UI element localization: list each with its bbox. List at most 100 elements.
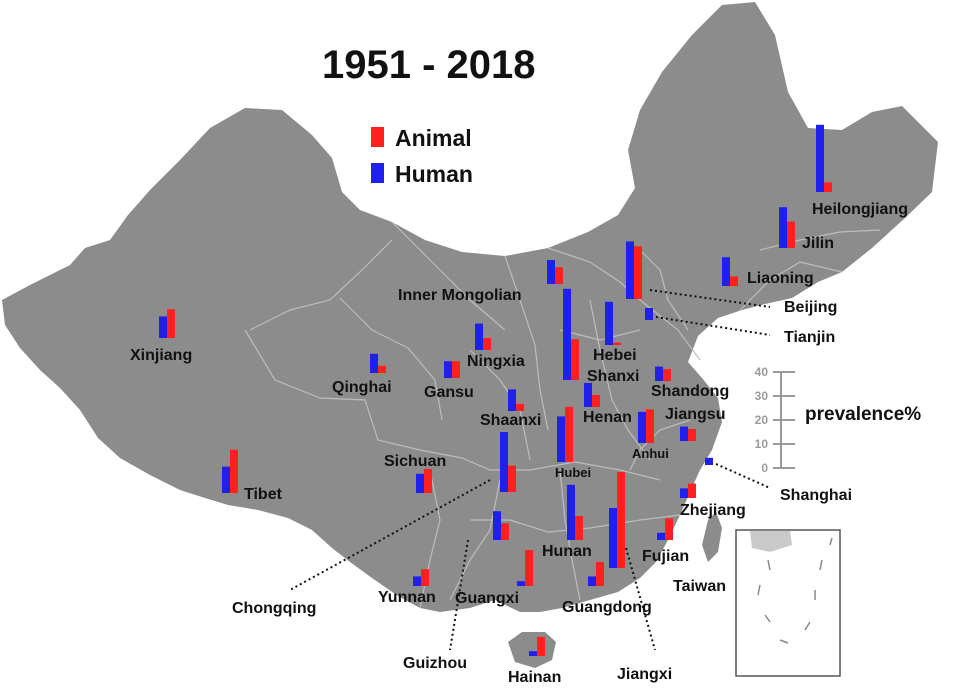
bar-group-qinghai — [370, 353, 386, 373]
bar-human-guangxi — [517, 581, 525, 586]
legend-human-label: Human — [395, 161, 473, 187]
province-label-tianjin: Tianjin — [784, 329, 835, 346]
bar-animal-gansu — [452, 361, 460, 378]
scale-label: prevalence% — [805, 404, 921, 425]
bar-human-xinjiang — [159, 316, 167, 338]
province-label-inner-mongolian: Inner Mongolian — [398, 287, 522, 304]
province-label-jilin: Jilin — [802, 235, 834, 252]
province-label-shaanxi: Shaanxi — [480, 412, 541, 429]
bar-animal-chongqing — [508, 465, 516, 492]
bar-group-heilongjiang — [816, 124, 832, 192]
province-label-jiangsu: Jiangsu — [665, 406, 725, 423]
bar-group-xinjiang — [159, 309, 175, 338]
legend-human-swatch — [371, 163, 384, 183]
province-label-anhui: Anhui — [632, 446, 669, 461]
bar-animal-beijing — [634, 246, 642, 299]
bar-animal-shaanxi — [516, 403, 524, 411]
bar-animal-shanxi — [571, 339, 579, 380]
province-label-beijing: Beijing — [784, 299, 837, 316]
bar-animal-sichuan — [424, 469, 432, 493]
legend-animal-swatch — [371, 127, 384, 147]
province-label-shandong: Shandong — [651, 383, 729, 400]
bar-human-liaoning — [722, 257, 730, 286]
bar-animal-ningxia — [483, 338, 491, 350]
legend-animal-label: Animal — [395, 125, 472, 151]
province-label-guangdong: Guangdong — [562, 599, 652, 616]
bar-human-ningxia — [475, 323, 483, 350]
scale-tick-label-40: 40 — [755, 365, 769, 379]
scale-tick-label-0: 0 — [761, 461, 768, 475]
bar-group-guangxi — [517, 550, 533, 586]
bar-animal-hubei — [565, 406, 573, 462]
bar-group-hebei — [605, 301, 621, 345]
province-label-xinjiang: Xinjiang — [130, 347, 192, 364]
bar-group-liaoning — [722, 257, 738, 286]
province-label-henan: Henan — [583, 409, 632, 426]
bar-animal-jiangxi — [617, 472, 625, 568]
scale-tick-label-30: 30 — [755, 389, 769, 403]
bar-animal-guizhou — [501, 523, 509, 540]
bar-animal-zhejiang — [688, 483, 696, 498]
bar-group-jiangxi — [609, 472, 625, 568]
bar-animal-inner-mongolian — [555, 267, 563, 284]
bar-group-gansu — [444, 361, 460, 378]
bar-group-fujian — [657, 518, 673, 540]
bar-group-hunan — [567, 484, 583, 540]
bar-animal-qinghai — [378, 365, 386, 373]
bar-human-beijing — [626, 241, 634, 299]
province-label-chongqing: Chongqing — [232, 600, 316, 617]
province-label-hainan: Hainan — [508, 669, 561, 686]
province-label-ningxia: Ningxia — [467, 353, 525, 370]
bar-group-yunnan — [413, 569, 429, 586]
province-label-shanxi: Shanxi — [587, 368, 639, 385]
bar-group-zhejiang — [680, 483, 696, 498]
bar-human-inner-mongolian — [547, 260, 555, 284]
bar-animal-hunan — [575, 516, 583, 540]
bar-animal-henan — [592, 395, 600, 407]
hainan-island — [508, 632, 556, 668]
bar-human-jiangxi — [609, 508, 617, 568]
bar-human-anhui — [638, 411, 646, 443]
bar-animal-liaoning — [730, 276, 738, 286]
bar-human-tianjin — [645, 308, 653, 320]
bar-animal-guangdong — [596, 562, 604, 586]
bar-group-jilin — [779, 207, 795, 248]
bar-animal-hebei — [613, 342, 621, 345]
bar-animal-yunnan — [421, 569, 429, 586]
bar-animal-tibet — [230, 449, 238, 493]
bar-animal-jiangsu — [688, 429, 696, 441]
scale-tick-label-20: 20 — [755, 413, 769, 427]
inset-dashes — [757, 537, 833, 644]
bar-human-shaanxi — [508, 389, 516, 411]
province-label-zhejiang: Zhejiang — [680, 502, 746, 519]
bar-animal-heilongjiang — [824, 182, 832, 192]
province-label-gansu: Gansu — [424, 384, 474, 401]
province-label-fujian: Fujian — [642, 548, 689, 565]
bar-group-sichuan — [416, 469, 432, 493]
map-title: 1951 - 2018 — [322, 43, 536, 87]
province-label-liaoning: Liaoning — [747, 270, 814, 287]
bar-group-shaanxi — [508, 389, 524, 411]
bar-group-jiangsu — [680, 426, 696, 441]
bar-human-gansu — [444, 361, 452, 378]
bar-group-guangdong — [588, 562, 604, 586]
bar-group-ningxia — [475, 323, 491, 350]
prevalence-scale: 0 10 20 30 40 prevalence% — [755, 365, 922, 475]
province-label-hebei: Hebei — [593, 347, 637, 364]
leader-line-guizhou — [449, 539, 469, 651]
bar-human-hubei — [557, 416, 565, 462]
province-label-sichuan: Sichuan — [384, 453, 446, 470]
bar-group-shandong — [655, 366, 671, 381]
bar-animal-xinjiang — [167, 309, 175, 338]
bar-group-hubei — [557, 406, 573, 462]
bar-group-hainan — [529, 636, 545, 656]
province-label-qinghai: Qinghai — [332, 379, 392, 396]
bar-group-shanxi — [563, 288, 579, 380]
bar-human-heilongjiang — [816, 124, 824, 192]
bar-human-zhejiang — [680, 488, 688, 498]
bar-human-guangdong — [588, 576, 596, 586]
province-label-yunnan: Yunnan — [378, 589, 436, 606]
south-china-sea-inset — [735, 529, 841, 677]
